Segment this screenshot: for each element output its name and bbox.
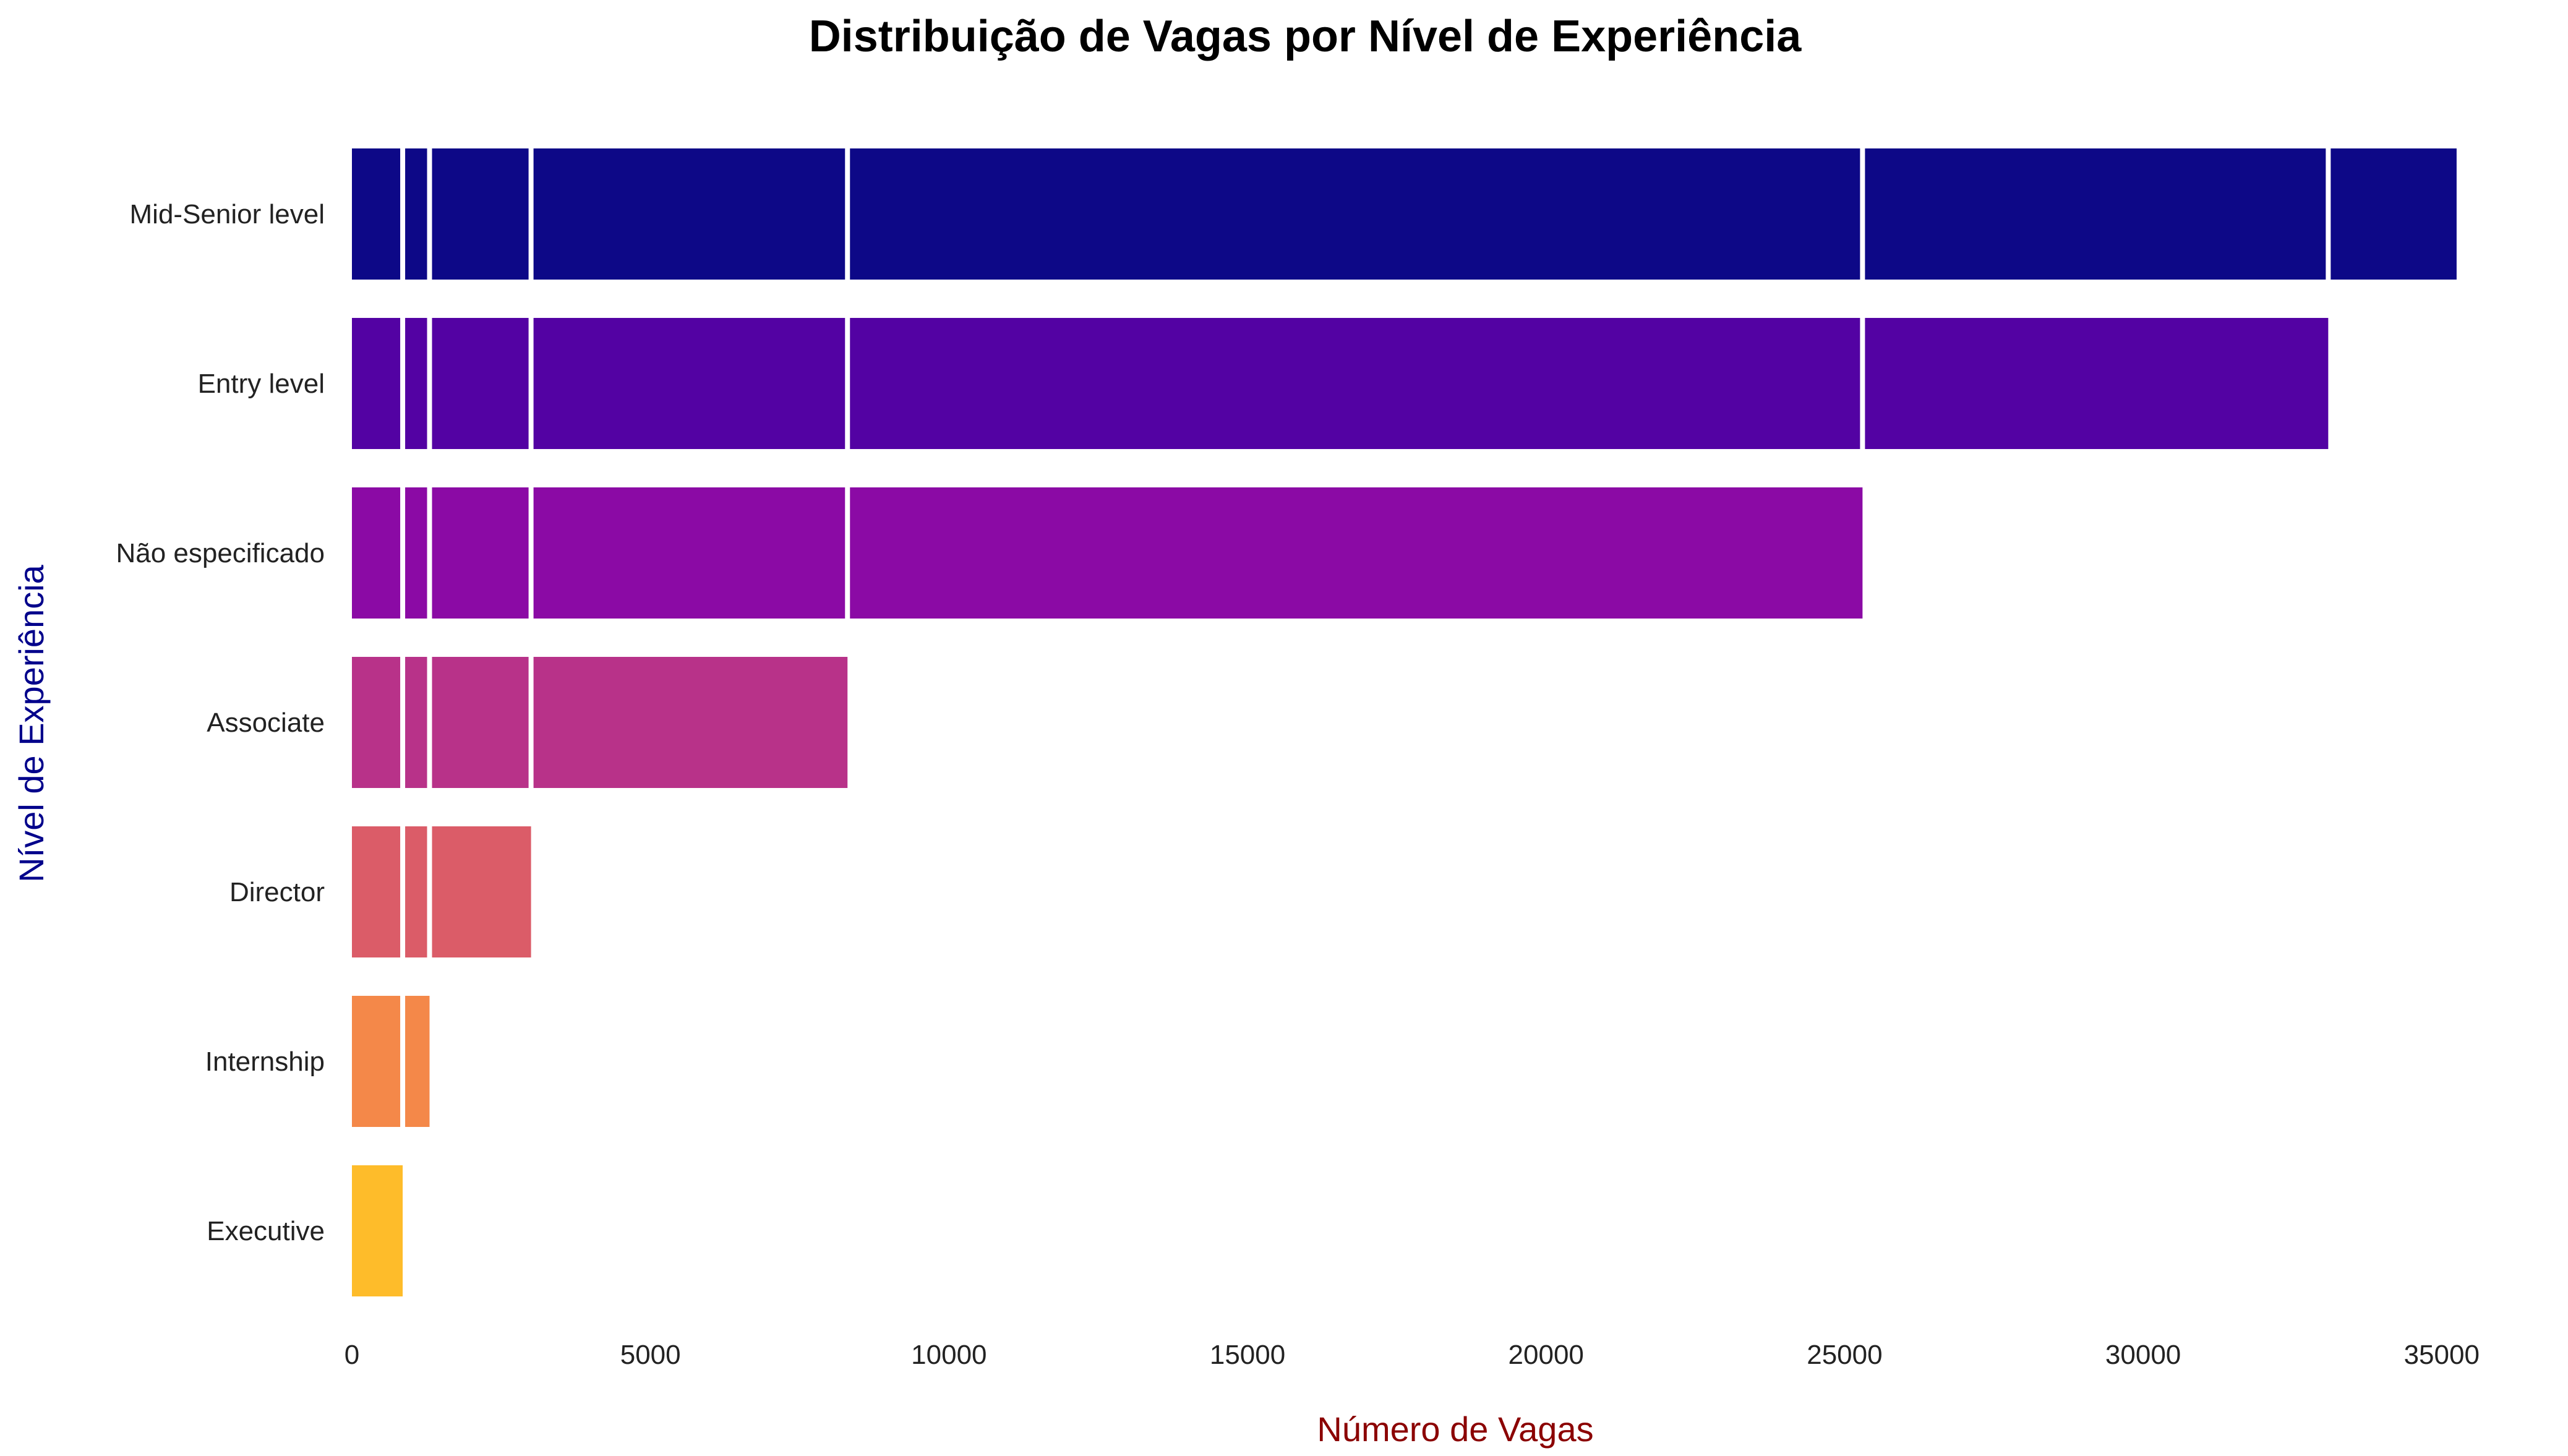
x-tick-label: 10000 bbox=[911, 1340, 987, 1370]
chart-title: Distribuição de Vagas por Nível de Exper… bbox=[809, 12, 1802, 61]
category-label-nao-especificado: Não especificado bbox=[116, 538, 325, 568]
x-tick-label: 5000 bbox=[620, 1340, 681, 1370]
bar-segment-separator bbox=[528, 318, 534, 449]
bar-executive bbox=[352, 1165, 403, 1296]
category-label-mid-senior-level: Mid-Senior level bbox=[130, 199, 325, 229]
category-label-director: Director bbox=[229, 877, 325, 907]
bar-segment-separator bbox=[2326, 148, 2331, 280]
bar-segment-separator bbox=[528, 148, 534, 280]
bar-director bbox=[352, 826, 531, 957]
category-label-associate: Associate bbox=[207, 708, 325, 738]
x-tick-label: 15000 bbox=[1210, 1340, 1285, 1370]
bar-segment-separator bbox=[427, 826, 432, 957]
bar-segment-separator bbox=[400, 487, 406, 619]
bar-segment-separator bbox=[427, 657, 432, 788]
x-tick-label: 0 bbox=[345, 1340, 359, 1370]
bar-segment-separator bbox=[427, 318, 432, 449]
bar-segment-separator bbox=[427, 487, 432, 619]
bar-mid-senior-level bbox=[352, 148, 2457, 280]
bar-segment-separator bbox=[400, 148, 406, 280]
x-tick-labels: 0 5000 10000 15000 20000 25000 30000 35000 bbox=[345, 1340, 2480, 1370]
bar-segment-separator bbox=[1860, 318, 1865, 449]
category-labels: Mid-Senior level Entry level Não especific… bbox=[116, 199, 325, 1246]
x-axis-label: Número de Vagas bbox=[1317, 1410, 1593, 1449]
bar-segment-separator bbox=[400, 318, 406, 449]
bar-segment-separator bbox=[528, 657, 534, 788]
bar-segment-separator bbox=[1860, 148, 1865, 280]
bar-segment-separator bbox=[400, 996, 406, 1127]
category-label-entry-level: Entry level bbox=[198, 369, 325, 399]
bar-nao-especificado bbox=[352, 487, 1863, 619]
bar-segment-separator bbox=[845, 487, 850, 619]
bar-segment-separator bbox=[528, 487, 534, 619]
bar-segment-separator bbox=[400, 657, 406, 788]
bar-internship bbox=[352, 996, 430, 1127]
bar-segment-separator bbox=[845, 318, 850, 449]
category-label-executive: Executive bbox=[207, 1216, 325, 1246]
x-tick-label: 25000 bbox=[1807, 1340, 1882, 1370]
x-tick-label: 30000 bbox=[2105, 1340, 2181, 1370]
x-tick-label: 20000 bbox=[1509, 1340, 1584, 1370]
bars-group bbox=[352, 148, 2457, 1296]
bar-segment-separator bbox=[427, 148, 432, 280]
bar-entry-level bbox=[352, 318, 2329, 449]
x-tick-label: 35000 bbox=[2404, 1340, 2480, 1370]
y-axis-label: Nível de Experiência bbox=[12, 564, 51, 882]
bar-associate bbox=[352, 657, 848, 788]
bar-segment-separator bbox=[400, 826, 406, 957]
bar-segment-separator bbox=[845, 148, 850, 280]
category-label-internship: Internship bbox=[205, 1047, 325, 1077]
